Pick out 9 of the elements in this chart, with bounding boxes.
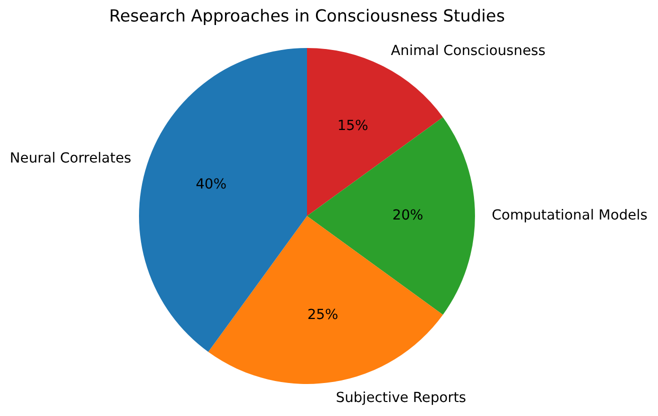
data-label: 20% [392,208,424,224]
slice-label: Animal Consciousness [390,42,546,59]
slice-label: Computational Models [492,208,648,224]
data-label: 40% [196,176,227,192]
data-label: 25% [307,307,338,324]
slice-label: Neural Correlates [10,150,132,167]
slice-label: Subjective Reports [336,390,466,406]
data-label: 15% [337,118,368,134]
chart-title: Research Approaches in Consciousness Studies [109,5,505,26]
